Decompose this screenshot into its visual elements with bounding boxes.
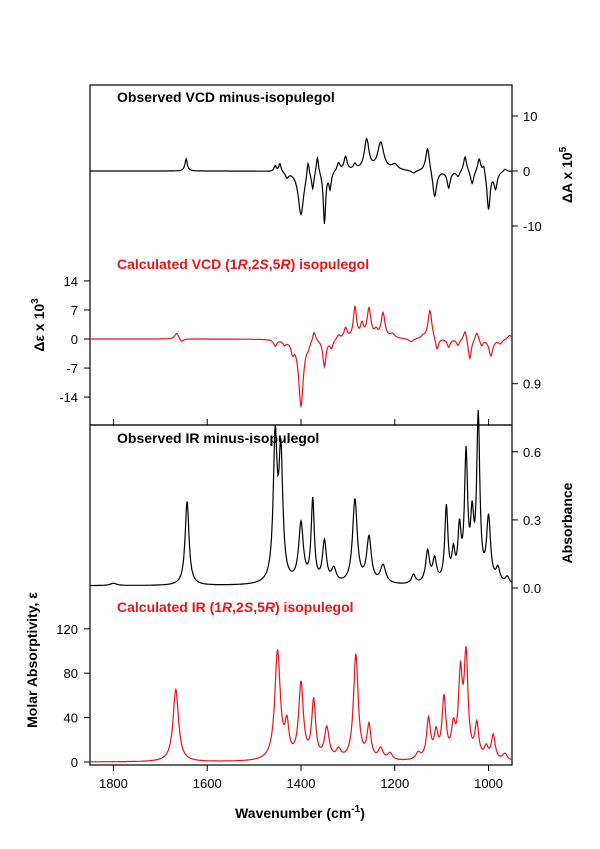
x-tick-label-0: 1800 (99, 776, 128, 791)
y-tick-label-3-1: 80 (64, 666, 78, 681)
x-tick-label-1: 1600 (193, 776, 222, 791)
calculated-vcd-ylabel: Δε x 103 (30, 298, 47, 352)
y-tick-label-3-0: 120 (56, 622, 78, 637)
observed-ir-title: Observed IR minus-isopulegol (117, 430, 319, 446)
y-tick-label-2-2: 0.3 (523, 513, 541, 528)
y-tick-label-0-1: 0 (523, 164, 530, 179)
calculated-vcd-title: Calculated VCD (1R,2S,5R) isopulegol (117, 256, 369, 272)
observed-vcd-title: Observed VCD minus-isopulegol (117, 89, 335, 105)
observed-vcd-ylabel: ΔA x 105 (558, 146, 575, 203)
y-tick-label-1-1: 7 (71, 303, 78, 318)
y-tick-label-3-2: 40 (64, 711, 78, 726)
y-tick-label-1-4: -14 (59, 390, 78, 405)
y-tick-label-3-3: 0 (71, 755, 78, 770)
x-tick-label-3: 1200 (380, 776, 409, 791)
x-tick-label-2: 1400 (287, 776, 316, 791)
series-line-2 (90, 409, 513, 587)
ir-panel-frame (89, 424, 513, 766)
x-tick-label-4: 1000 (474, 776, 503, 791)
y-tick-label-0-2: -10 (523, 219, 542, 234)
x-axis-label: Wavenumber (cm-1) (235, 804, 365, 821)
vcd-panel-frame (89, 84, 513, 426)
y-tick-label-2-0: 0.9 (523, 377, 541, 392)
series-line-3 (90, 646, 513, 763)
series-line-1 (90, 305, 513, 409)
y-tick-label-2-1: 0.6 (523, 445, 541, 460)
y-tick-label-1-0: 14 (64, 274, 78, 289)
series-line-0 (90, 137, 512, 225)
y-tick-label-0-0: 10 (523, 109, 537, 124)
y-tick-label-1-3: -7 (66, 361, 78, 376)
chart-marks: 10 0 -10 14 7 0 -7 -14 0.9 0.6 0.3 0.0 120 80 40 0 1800 1… (56, 109, 542, 791)
calculated-ir-ylabel: Molar Absorptivity, ε (24, 592, 40, 728)
y-tick-label-1-2: 0 (71, 332, 78, 347)
observed-ir-ylabel: Absorbance (559, 482, 575, 563)
y-tick-label-2-3: 0.0 (523, 581, 541, 596)
calculated-ir-title: Calculated IR (1R,2S,5R) isopulegol (117, 599, 354, 615)
